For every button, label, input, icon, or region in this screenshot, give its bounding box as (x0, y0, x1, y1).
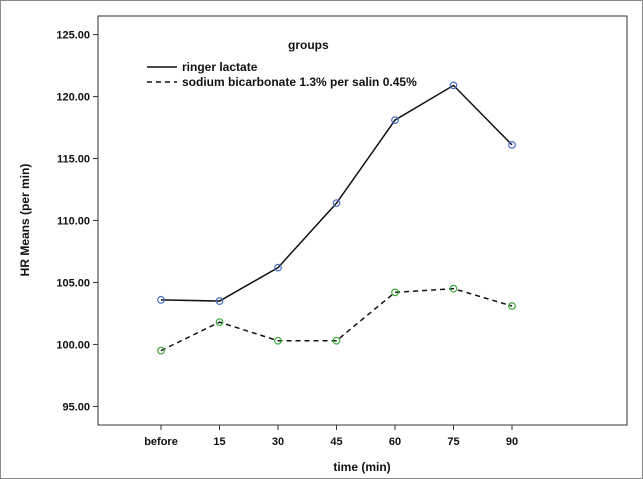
x-axis-title: time (min) (333, 460, 390, 474)
data-point (332, 199, 341, 208)
x-tick-label: before (144, 436, 178, 448)
data-point (274, 336, 282, 345)
legend-title: groups (288, 38, 329, 52)
legend: groups ringer lactate sodium bicarbonate… (147, 38, 417, 89)
y-tick-label: 95.00 (62, 401, 90, 413)
data-point (508, 140, 516, 149)
x-tick-label: 75 (447, 436, 459, 448)
x-tick-label: 15 (213, 436, 225, 448)
y-axis: 95.00 100.00 105.00 110.00 115.00 120.00 125.0… (56, 30, 98, 413)
data-point (391, 116, 399, 125)
data-point (508, 302, 516, 310)
data-point (449, 284, 458, 293)
y-tick-label: 120.00 (56, 92, 90, 104)
legend-label-sodium-bicarbonate: sodium bicarbonate 1.3% per salin 0.45% (182, 75, 417, 89)
y-tick-label: 100.00 (56, 339, 90, 351)
y-axis-title: HR Means (per min) (18, 164, 32, 277)
data-point (157, 346, 165, 355)
y-tick-label: 110.00 (57, 216, 90, 228)
x-tick-label: 90 (506, 436, 518, 448)
plot-area (97, 15, 628, 426)
x-tick-label: 60 (389, 436, 401, 448)
data-point (332, 336, 341, 345)
y-tick-label: 125.00 (56, 30, 90, 42)
data-point (157, 295, 165, 304)
series-layer (157, 81, 516, 355)
data-point (274, 263, 282, 272)
series-line-1 (160, 84, 513, 302)
data-point (449, 81, 458, 90)
data-point (391, 288, 399, 297)
data-point (215, 318, 224, 327)
data-point (215, 297, 224, 305)
y-tick-label: 105.00 (56, 277, 90, 289)
series-line-2 (160, 287, 513, 352)
x-tick-label: 30 (272, 436, 284, 448)
x-axis: before 15 30 45 60 75 90 (144, 425, 518, 448)
x-tick-label: 45 (330, 436, 342, 448)
legend-label-ringer-lactate: ringer lactate (182, 60, 258, 74)
y-tick-label: 115.00 (57, 154, 90, 166)
